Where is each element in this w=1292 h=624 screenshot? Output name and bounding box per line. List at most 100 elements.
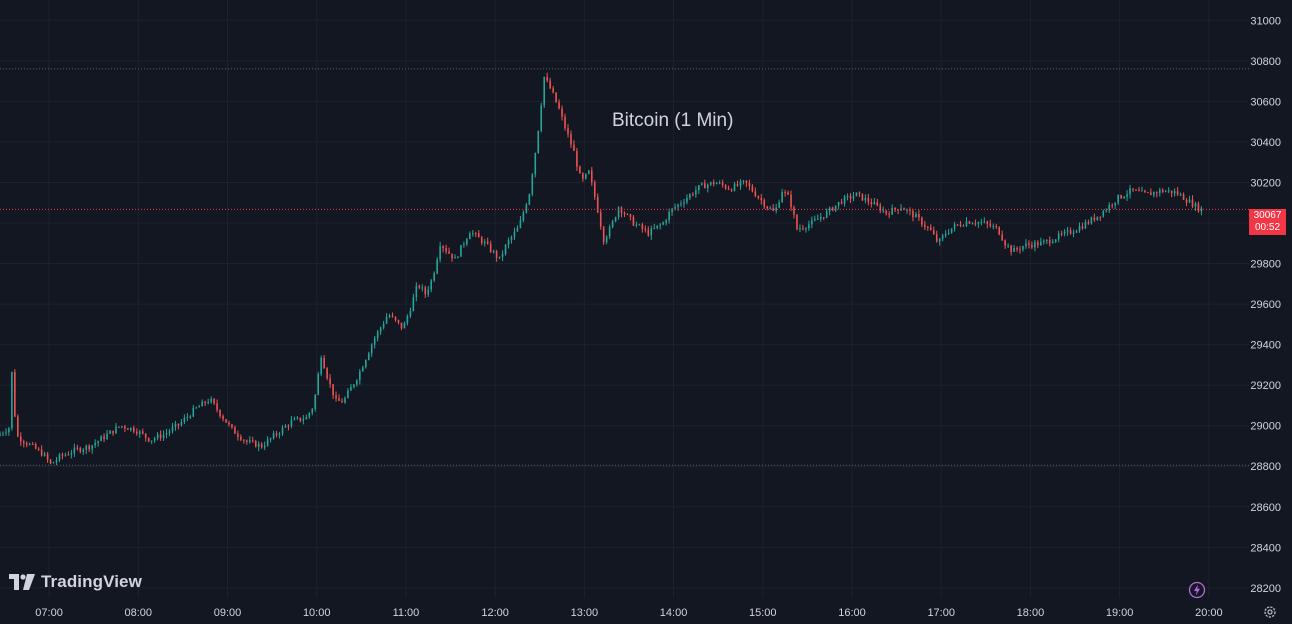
time-tick-label: 09:00 bbox=[214, 607, 242, 619]
candle-body bbox=[34, 444, 37, 449]
price-tick-label: 30800 bbox=[1250, 56, 1281, 68]
candle-body bbox=[364, 359, 367, 368]
candle-body bbox=[882, 210, 885, 212]
tradingview-logo[interactable]: TradingView bbox=[9, 572, 142, 592]
candle-body bbox=[58, 454, 61, 461]
candle bbox=[822, 217, 825, 221]
candle bbox=[11, 371, 13, 431]
candle bbox=[585, 173, 587, 180]
candle-body bbox=[272, 433, 275, 439]
candle-body bbox=[796, 214, 798, 230]
candle bbox=[992, 223, 995, 230]
gear-icon[interactable] bbox=[1263, 605, 1277, 619]
candle-body bbox=[784, 192, 786, 194]
candle-body bbox=[1117, 194, 1119, 203]
candle-body bbox=[683, 202, 685, 204]
candle-body bbox=[1123, 196, 1125, 199]
candle-body bbox=[159, 434, 162, 438]
candle-body bbox=[715, 183, 718, 185]
candle bbox=[138, 429, 141, 438]
candle bbox=[614, 216, 617, 223]
candle-body bbox=[1129, 188, 1131, 195]
candle bbox=[531, 173, 534, 197]
candle bbox=[733, 181, 736, 192]
price-tick-label: 29000 bbox=[1250, 421, 1281, 433]
candle-body bbox=[469, 233, 471, 240]
candle bbox=[73, 443, 76, 458]
candle-body bbox=[769, 208, 772, 210]
candle bbox=[903, 207, 905, 211]
candle-body bbox=[590, 170, 593, 183]
candle-body bbox=[1063, 231, 1066, 234]
price-axis[interactable]: 3100030800306003040030200300002980029600… bbox=[1250, 15, 1281, 595]
candle-body bbox=[269, 438, 272, 440]
candle-body bbox=[1066, 230, 1069, 232]
candle-body bbox=[885, 210, 887, 214]
candle bbox=[61, 452, 64, 460]
candle-body bbox=[373, 338, 376, 345]
candle bbox=[347, 388, 349, 399]
candle-body bbox=[983, 221, 986, 223]
candle bbox=[766, 205, 769, 211]
candle bbox=[534, 152, 537, 178]
candle-body bbox=[1096, 216, 1099, 221]
candle bbox=[1200, 206, 1203, 216]
candle-body bbox=[55, 460, 58, 463]
candle-body bbox=[370, 344, 373, 354]
time-tick-label: 13:00 bbox=[571, 607, 599, 619]
candle bbox=[555, 92, 557, 103]
candle bbox=[388, 313, 391, 319]
price-tick-label: 29200 bbox=[1250, 380, 1281, 392]
candle-body bbox=[31, 443, 34, 445]
time-axis[interactable]: 07:00 08:00 09:00 10:00 11:00 12:00 13:00 14:00… bbox=[35, 607, 1222, 619]
candle-body bbox=[257, 443, 260, 447]
candle-body bbox=[421, 287, 424, 289]
candle-body bbox=[385, 317, 388, 324]
time-tick: 17:00 bbox=[927, 607, 955, 619]
flash-icon[interactable] bbox=[1188, 581, 1206, 599]
candle-body bbox=[1078, 226, 1081, 232]
candle bbox=[689, 193, 691, 201]
candle bbox=[198, 404, 201, 408]
candle bbox=[278, 431, 281, 439]
candle bbox=[249, 436, 251, 444]
candle bbox=[757, 195, 760, 200]
candle bbox=[570, 130, 572, 148]
candle bbox=[751, 183, 754, 193]
candle bbox=[1194, 201, 1197, 211]
candle-body bbox=[944, 233, 947, 236]
candle bbox=[174, 420, 177, 431]
candle bbox=[254, 439, 257, 448]
candle-body bbox=[1164, 191, 1167, 193]
candle-body bbox=[237, 433, 239, 437]
price-tick: 28400 bbox=[1250, 542, 1281, 554]
candle bbox=[469, 231, 471, 240]
candle bbox=[272, 430, 275, 440]
candle-body bbox=[0, 433, 1, 436]
candle-body bbox=[1147, 192, 1149, 194]
candle-body bbox=[1022, 246, 1024, 250]
chart-grid bbox=[0, 0, 1249, 598]
candle bbox=[207, 398, 209, 405]
candle-body bbox=[64, 454, 67, 456]
candle bbox=[1156, 191, 1158, 198]
candle-body bbox=[61, 454, 64, 456]
candle-body bbox=[332, 384, 334, 396]
candle bbox=[394, 316, 397, 322]
candle-body bbox=[141, 431, 144, 434]
candle bbox=[266, 436, 269, 447]
candle bbox=[698, 184, 700, 195]
candle bbox=[1019, 246, 1021, 254]
candle-body bbox=[745, 180, 748, 184]
candle-body bbox=[156, 434, 159, 439]
candle-body bbox=[814, 219, 816, 221]
time-tick-label: 19:00 bbox=[1106, 607, 1134, 619]
candle-body bbox=[356, 380, 358, 385]
candle-body bbox=[1057, 233, 1060, 240]
candle bbox=[433, 271, 435, 283]
candle bbox=[748, 179, 751, 191]
candle-body bbox=[778, 202, 780, 208]
candle bbox=[76, 444, 79, 451]
candle-body bbox=[249, 440, 251, 442]
